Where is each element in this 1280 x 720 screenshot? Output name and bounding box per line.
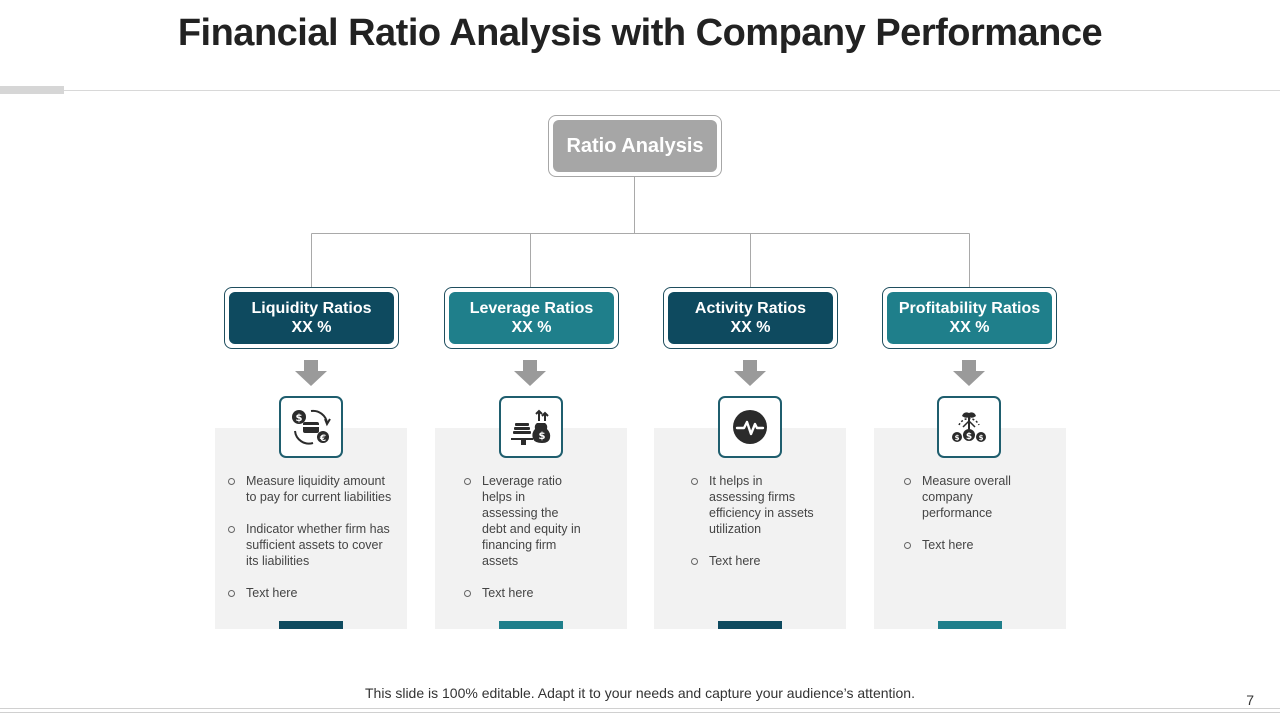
node-leverage-ratios: Leverage Ratios XX %	[444, 287, 619, 349]
list-item: Text here	[904, 537, 1039, 553]
bullet-list-leverage: Leverage ratio helps in assessing the de…	[464, 473, 584, 617]
title-accent-rule	[0, 86, 64, 94]
node-value: XX %	[730, 319, 771, 336]
svg-text:€: €	[319, 434, 326, 444]
node-value: XX %	[511, 319, 552, 336]
root-node: Ratio Analysis	[548, 115, 722, 177]
footer-note: This slide is 100% editable. Adapt it to…	[365, 685, 915, 701]
money-growth-icon: $ $ $	[937, 396, 1001, 458]
title-divider	[64, 90, 1280, 91]
bullet-list-activity: It helps in assessing firms efficiency i…	[691, 473, 816, 585]
svg-text:$: $	[539, 431, 546, 442]
pulse-icon	[718, 396, 782, 458]
footer-rules	[0, 708, 1280, 718]
node-liquidity-ratios: Liquidity Ratios XX %	[224, 287, 399, 349]
connector-lines	[311, 177, 970, 287]
currency-exchange-icon: $ €	[279, 396, 343, 458]
panel-profitability	[874, 428, 1066, 629]
panel-liquidity	[215, 428, 407, 629]
down-arrow-icon	[953, 360, 985, 386]
panel-accent-bar	[718, 621, 782, 629]
panel-activity	[654, 428, 846, 629]
node-value: XX %	[291, 319, 332, 336]
list-item: Text here	[691, 553, 816, 569]
list-item: Measure overall company performance	[904, 473, 1039, 521]
node-activity-ratios: Activity Ratios XX %	[663, 287, 838, 349]
svg-text:$: $	[296, 413, 303, 424]
list-item: It helps in assessing firms efficiency i…	[691, 473, 816, 537]
panel-accent-bar	[938, 621, 1002, 629]
panel-accent-bar	[279, 621, 343, 629]
list-item: Text here	[464, 585, 584, 601]
node-value: XX %	[949, 319, 990, 336]
bullet-list-profitability: Measure overall company performance Text…	[904, 473, 1039, 569]
root-node-label: Ratio Analysis	[553, 120, 717, 172]
slide-title: Financial Ratio Analysis with Company Pe…	[177, 12, 1103, 54]
svg-text:$: $	[966, 432, 972, 442]
node-title: Liquidity Ratios	[251, 300, 372, 317]
list-item: Text here	[228, 585, 393, 601]
node-title: Leverage Ratios	[469, 300, 594, 317]
list-item: Indicator whether firm has sufficient as…	[228, 521, 393, 569]
down-arrow-icon	[734, 360, 766, 386]
page-number: 7	[1246, 692, 1254, 708]
bullet-list-liquidity: Measure liquidity amount to pay for curr…	[228, 473, 393, 617]
svg-text:$: $	[955, 434, 960, 442]
list-item: Measure liquidity amount to pay for curr…	[228, 473, 393, 505]
node-profitability-ratios: Profitability Ratios XX %	[882, 287, 1057, 349]
money-bag-coins-icon: $	[499, 396, 563, 458]
node-title: Profitability Ratios	[898, 300, 1041, 317]
down-arrow-icon	[514, 360, 546, 386]
list-item: Leverage ratio helps in assessing the de…	[464, 473, 584, 569]
svg-text:$: $	[979, 434, 984, 442]
panel-accent-bar	[499, 621, 563, 629]
down-arrow-icon	[295, 360, 327, 386]
node-title: Activity Ratios	[694, 300, 807, 317]
